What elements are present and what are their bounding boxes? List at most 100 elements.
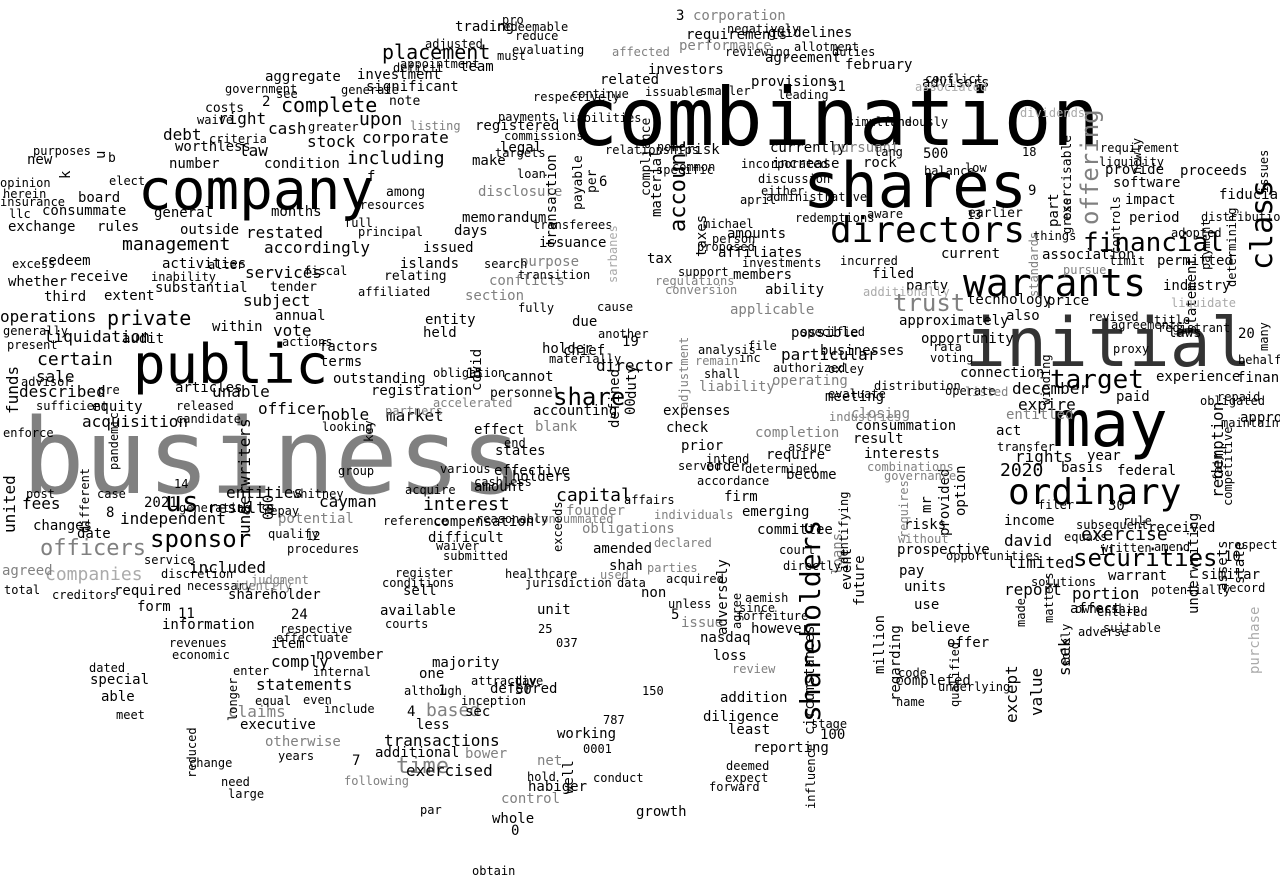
word-experience: experience xyxy=(1156,369,1241,385)
word-comply: comply xyxy=(271,652,329,671)
word-since: since xyxy=(739,601,776,615)
word-either: either xyxy=(761,184,805,198)
word-blank: blank xyxy=(535,419,578,435)
word-including: including xyxy=(347,148,445,169)
word-maintain: maintain xyxy=(1221,416,1279,430)
word-team: team xyxy=(460,59,494,75)
word-well: well xyxy=(561,759,577,794)
word-adjustment: adjustment xyxy=(677,336,691,409)
word-michael: michael xyxy=(703,217,754,231)
word-years: years xyxy=(278,749,315,763)
word-prior: prior xyxy=(681,438,724,454)
word-impact: impact xyxy=(1125,192,1176,208)
word-future: future xyxy=(852,555,868,607)
word-u: u xyxy=(93,150,109,160)
word-rules: rules xyxy=(97,219,140,235)
word-4: 4 xyxy=(407,704,416,720)
word-reference: reference xyxy=(383,514,449,528)
word-us: us xyxy=(165,485,199,518)
word-agreement: agreement xyxy=(765,50,841,66)
word-distributions: distributions xyxy=(1201,210,1280,224)
word-compensation: compensation xyxy=(433,514,535,530)
word-0001: 0001 xyxy=(583,742,612,756)
word-factors: factors xyxy=(319,339,379,355)
word-sec: sec xyxy=(465,704,491,720)
word-3: 3 xyxy=(676,8,685,24)
word-directly: directly xyxy=(783,559,841,573)
word-various: various xyxy=(440,462,491,476)
word-served: served xyxy=(678,459,722,473)
word-acquired: acquired xyxy=(666,572,724,586)
word-year: year xyxy=(1087,448,1121,464)
word-ability: ability xyxy=(765,282,825,298)
word-include: include xyxy=(324,702,375,716)
word-remain: remain xyxy=(695,354,739,368)
word-whole: whole xyxy=(492,811,535,827)
word-performance: performance xyxy=(679,38,772,54)
word-parties: parties xyxy=(647,561,698,575)
word-investment: investment xyxy=(357,67,442,83)
word-conduct: conduct xyxy=(593,771,644,785)
word-regulations: regulations xyxy=(655,274,735,288)
word-amount: amount xyxy=(474,479,525,495)
word-150: 150 xyxy=(642,684,664,698)
word-outside: outside xyxy=(180,222,240,238)
word-insurance: insurance xyxy=(0,195,66,209)
word-holders: holders xyxy=(512,469,572,485)
word-november: november xyxy=(316,647,384,663)
word-new: new xyxy=(27,152,53,168)
word-revised: revised xyxy=(1088,310,1139,324)
word-receive: receive xyxy=(69,269,129,285)
word-whether: whether xyxy=(8,274,68,290)
word-initial: initial xyxy=(965,304,1252,383)
word-least: least xyxy=(728,722,771,738)
word-reduce: reduce xyxy=(515,29,559,43)
word-courts: courts xyxy=(385,617,429,631)
word-analysis: analysis xyxy=(698,343,756,357)
word-another: another xyxy=(598,327,649,341)
word-deficit: deficit xyxy=(393,61,444,75)
word-requirement: requirement xyxy=(1100,141,1180,155)
word-permitted: permitted xyxy=(1157,253,1233,269)
word-pursue: pursue xyxy=(1063,263,1107,277)
word-note: note xyxy=(389,94,421,109)
word-materially: materially xyxy=(549,352,622,366)
word-chief: chief xyxy=(563,343,606,359)
word-respectively: respectively xyxy=(533,90,620,104)
word-see: see xyxy=(276,87,298,101)
word-redeemable: redeemable xyxy=(496,20,569,34)
word-section: section xyxy=(465,288,525,304)
word-debt: debt xyxy=(163,125,202,144)
word-non: non xyxy=(641,585,667,601)
word-entities: entities xyxy=(226,483,304,502)
word-subject: subject xyxy=(243,291,311,310)
word-adverse: adverse xyxy=(1078,625,1129,639)
word-reviewing: reviewing xyxy=(725,45,791,59)
word-healthcare: healthcare xyxy=(505,567,578,581)
word-identifying: identifying xyxy=(837,491,851,572)
word-opinion: opinion xyxy=(0,176,51,190)
word-obligations: obligations xyxy=(582,521,675,537)
word-15: 15 xyxy=(466,366,483,382)
word-submitted: submitted xyxy=(443,549,509,563)
word-affiliates: affiliates xyxy=(718,245,803,261)
word-qualified: qualified xyxy=(948,641,962,707)
word-1: 1 xyxy=(438,683,447,699)
word-right: right xyxy=(218,109,267,128)
word-fiscal: fiscal xyxy=(304,264,348,278)
word-loss: loss xyxy=(713,648,747,664)
word-issuable: issuable xyxy=(645,85,703,99)
word-post: post xyxy=(26,487,55,501)
word-form: form xyxy=(137,599,171,615)
word-balance: balance xyxy=(924,164,975,178)
word-meet: meet xyxy=(116,708,145,722)
word-generating: generating xyxy=(179,501,252,515)
word-activities: activities xyxy=(162,256,247,272)
word-may: may xyxy=(1052,388,1168,462)
word-business: business xyxy=(22,396,523,518)
word-incorporated: incorporated xyxy=(741,157,828,171)
word-pay: pay xyxy=(899,563,925,579)
word-respect: respect xyxy=(1227,538,1278,552)
word-distribution: distribution xyxy=(874,379,961,393)
word-included: included xyxy=(189,558,267,577)
